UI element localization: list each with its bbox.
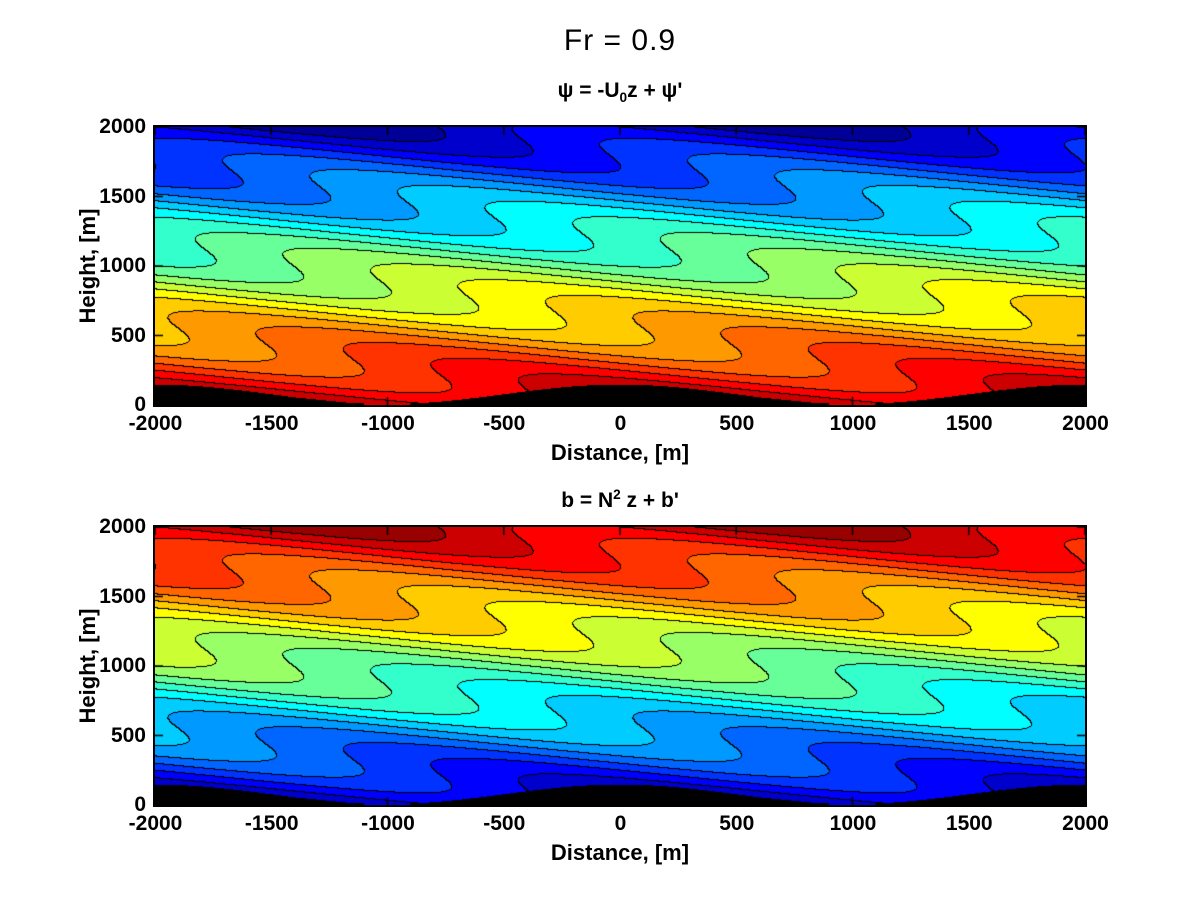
b-title-superscript: 2 [613,487,621,502]
x-tick-label: -1000 [361,812,415,835]
y-tick-label: 500 [110,323,146,347]
psi-title-pre: ψ = -U [557,79,620,102]
b-title-pre: b = N [561,489,614,512]
x-tick-label: 1500 [945,412,993,435]
y-tick-label: 1000 [99,254,146,277]
x-tick-label: 500 [719,412,755,435]
x-tick-label: -2000 [128,412,183,435]
y-tick-label: 1500 [99,184,146,208]
x-tick-label: 0 [614,412,627,435]
figure-title: Fr = 0.9 [563,24,677,57]
y-tick-label: 500 [110,723,146,747]
x-tick-label: 1000 [829,412,877,435]
buoyancy-plot-title: b = N2 z + b' [220,487,1020,513]
x-axis-label-top-plot: Distance, [m] [550,440,690,465]
y-tick-label: 0 [134,793,146,816]
x-tick-label: -500 [483,812,526,835]
y-tick-label: 2000 [99,115,146,138]
x-tick-label: -500 [483,412,526,435]
x-tick-label: -1000 [361,412,415,435]
psi-title-post: z + ψ' [627,79,683,102]
x-tick-label: 1500 [945,812,993,835]
x-tick-label: 2000 [1062,812,1109,835]
y-tick-label: 2000 [99,515,146,538]
y-tick-label: 1000 [99,654,146,677]
x-tick-label: 0 [614,812,627,835]
y-tick-label: 0 [134,393,146,416]
x-tick-label: 500 [719,812,755,835]
psi-title-subscript: 0 [619,90,628,106]
x-tick-label: -1500 [244,812,299,835]
x-axis-label-bottom-plot: Distance, [m] [550,840,690,865]
psi-contour-plot [153,125,1087,407]
y-tick-label: 1500 [99,584,146,608]
buoyancy-contour-plot [153,525,1087,807]
x-tick-label: 2000 [1062,412,1109,435]
b-title-post: z + b' [620,489,679,512]
x-tick-label: -2000 [128,812,183,835]
x-tick-label: -1500 [244,412,299,435]
psi-plot-title: ψ = -U0z + ψ' [220,79,1020,105]
x-tick-label: 1000 [829,812,877,835]
